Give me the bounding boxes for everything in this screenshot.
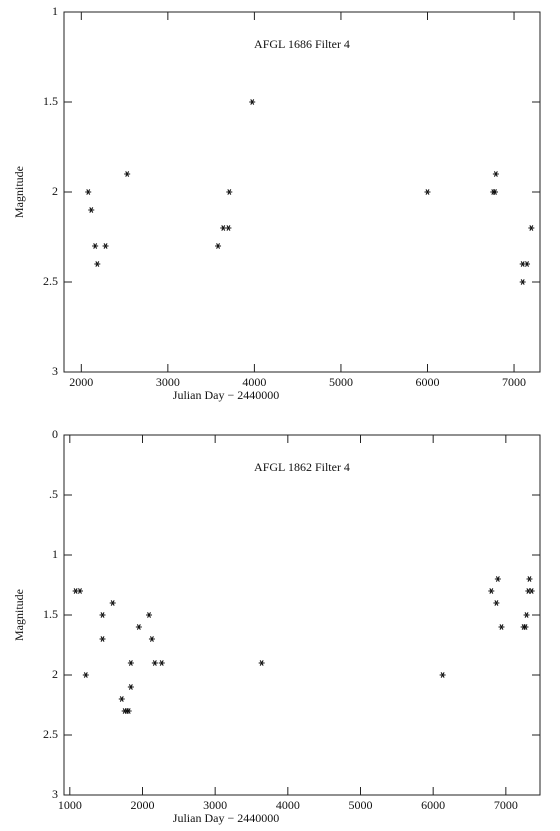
data-point — [85, 189, 92, 195]
x-tick-label: 3000 — [156, 375, 180, 389]
y-tick-label: 1 — [52, 547, 58, 561]
data-point — [94, 261, 101, 267]
y-tick-label: 0 — [52, 427, 58, 441]
x-tick-label: 6000 — [421, 798, 445, 812]
x-axis-label: Julian Day − 2440000 — [173, 388, 279, 402]
data-point — [258, 660, 265, 666]
data-point — [148, 636, 155, 642]
data-point — [118, 696, 125, 702]
y-axis-label: Magnitude — [12, 166, 26, 218]
data-point — [528, 588, 535, 594]
x-tick-label: 3000 — [203, 798, 227, 812]
y-tick-label: 1.5 — [43, 94, 58, 108]
data-point — [519, 279, 526, 285]
data-point — [146, 612, 153, 618]
data-point — [524, 261, 531, 267]
data-point — [158, 660, 165, 666]
data-point — [151, 660, 158, 666]
x-tick-label: 4000 — [276, 798, 300, 812]
data-point — [492, 171, 499, 177]
data-point — [92, 243, 99, 249]
data-point — [99, 612, 106, 618]
data-point — [494, 576, 501, 582]
y-tick-label: 2 — [52, 184, 58, 198]
data-point — [127, 660, 134, 666]
y-axis-label: Magnitude — [12, 589, 26, 641]
y-tick-label: 3 — [52, 787, 58, 801]
y-tick-label: 2.5 — [43, 274, 58, 288]
chart: 1000 2000 3000 4000 5000 6000 7000 0 .5 1 1.5 2 2.5 3… — [12, 427, 541, 825]
x-tick-label: 2000 — [130, 798, 154, 812]
chart: 2000 3000 4000 5000 6000 7000 1 1.5 2 2.5 3 AFGL 16… — [12, 4, 541, 402]
data-point — [225, 225, 232, 231]
data-point — [220, 225, 227, 231]
data-point — [102, 243, 109, 249]
x-tick-label: 7000 — [494, 798, 518, 812]
plot-frame — [63, 11, 541, 373]
data-point — [528, 225, 535, 231]
data-point — [439, 672, 446, 678]
data-point — [424, 189, 431, 195]
data-point — [249, 99, 256, 105]
x-tick-label: 5000 — [329, 375, 353, 389]
data-point — [88, 207, 95, 213]
data-point — [127, 684, 134, 690]
data-point — [523, 612, 530, 618]
x-tick-label: 6000 — [415, 375, 439, 389]
data-point — [498, 624, 505, 630]
x-tick-label: 2000 — [69, 375, 93, 389]
plot-frame — [63, 434, 541, 796]
data-point — [215, 243, 222, 249]
data-point — [491, 189, 498, 195]
chart-title: AFGL 1862 Filter 4 — [254, 460, 350, 474]
x-axis-label: Julian Day − 2440000 — [173, 811, 279, 825]
y-tick-label: 1.5 — [43, 607, 58, 621]
data-point — [125, 708, 132, 714]
data-point — [82, 672, 89, 678]
data-point — [226, 189, 233, 195]
data-point — [76, 588, 83, 594]
x-tick-label: 4000 — [242, 375, 266, 389]
chart-title: AFGL 1686 Filter 4 — [254, 37, 350, 51]
x-tick-label: 7000 — [502, 375, 526, 389]
x-tick-label: 1000 — [58, 798, 82, 812]
y-tick-label: 3 — [52, 364, 58, 378]
data-point — [135, 624, 142, 630]
data-point — [109, 600, 116, 606]
y-tick-label: 2 — [52, 667, 58, 681]
y-tick-label: .5 — [49, 487, 58, 501]
data-point — [493, 600, 500, 606]
y-tick-label: 2.5 — [43, 727, 58, 741]
x-tick-label: 5000 — [349, 798, 373, 812]
data-point — [488, 588, 495, 594]
data-point — [522, 624, 529, 630]
data-point — [99, 636, 106, 642]
data-point — [124, 171, 131, 177]
data-point — [526, 576, 533, 582]
y-tick-label: 1 — [52, 4, 58, 18]
